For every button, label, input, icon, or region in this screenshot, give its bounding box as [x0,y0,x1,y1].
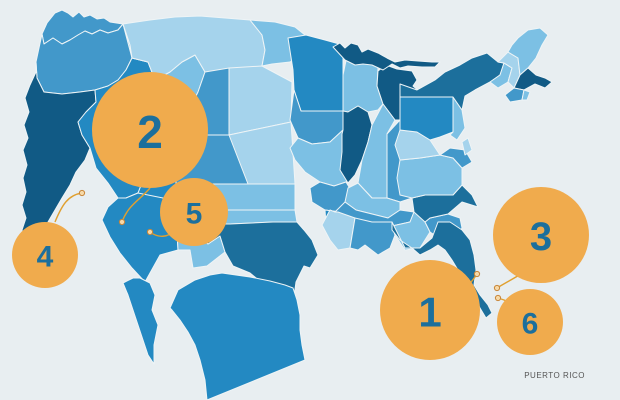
svg-text:PUERTO RICO: PUERTO RICO [524,371,585,380]
svg-text:5: 5 [186,198,203,231]
svg-text:4: 4 [37,241,54,274]
svg-text:6: 6 [522,308,539,341]
svg-text:1: 1 [418,289,441,336]
svg-text:2: 2 [137,106,163,158]
svg-text:3: 3 [530,215,552,259]
